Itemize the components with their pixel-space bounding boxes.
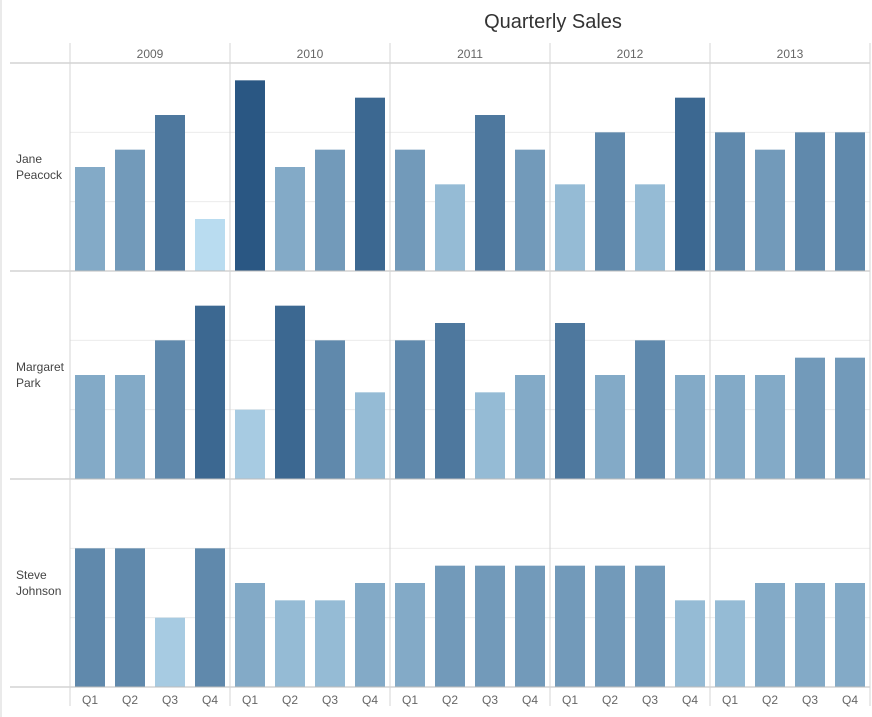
bar <box>675 600 705 687</box>
year-header: 2011 <box>457 47 483 61</box>
bar <box>355 583 385 687</box>
bar <box>115 149 145 271</box>
bar <box>555 565 585 687</box>
bar <box>235 409 265 479</box>
quarter-tick-label: Q4 <box>522 693 538 707</box>
bar <box>115 375 145 479</box>
bar <box>515 565 545 687</box>
quarter-tick-label: Q3 <box>322 693 338 707</box>
quarter-tick-label: Q2 <box>762 693 778 707</box>
bar <box>275 167 305 271</box>
bar <box>435 565 465 687</box>
bar <box>795 132 825 271</box>
bar <box>75 548 105 687</box>
quarter-tick-label: Q4 <box>842 693 858 707</box>
bar <box>635 184 665 271</box>
bar <box>675 375 705 479</box>
bar <box>715 132 745 271</box>
bar <box>755 375 785 479</box>
bar <box>635 565 665 687</box>
quarter-tick-label: Q2 <box>602 693 618 707</box>
bar <box>315 600 345 687</box>
bar <box>115 548 145 687</box>
row-label: Steve <box>16 568 47 582</box>
quarter-tick-label: Q4 <box>202 693 218 707</box>
quarter-tick-label: Q3 <box>482 693 498 707</box>
labels: 2009 2010 2011 2012 2013 Jane Peacock Margaret P… <box>16 47 858 707</box>
bar <box>355 97 385 272</box>
bar <box>395 583 425 687</box>
bar <box>475 565 505 687</box>
quarter-tick-label: Q3 <box>162 693 178 707</box>
bar <box>355 392 385 479</box>
bars <box>75 80 865 687</box>
row-label: Park <box>16 376 42 390</box>
row-label: Johnson <box>16 584 61 598</box>
bar <box>555 184 585 271</box>
bar <box>155 115 185 271</box>
bar <box>395 340 425 479</box>
bar <box>755 583 785 687</box>
bar <box>835 357 865 479</box>
bar <box>515 149 545 271</box>
bar <box>235 583 265 687</box>
quarter-tick-label: Q3 <box>802 693 818 707</box>
grid-lines <box>70 131 870 619</box>
bar <box>435 184 465 271</box>
bar <box>195 219 225 271</box>
bar <box>275 600 305 687</box>
bar <box>675 97 705 272</box>
bar <box>475 115 505 271</box>
bar <box>595 375 625 479</box>
row-label: Peacock <box>16 168 63 182</box>
quarter-tick-label: Q2 <box>442 693 458 707</box>
quarter-tick-label: Q2 <box>282 693 298 707</box>
bar <box>555 323 585 479</box>
bar <box>635 340 665 479</box>
bar <box>155 617 185 687</box>
quarter-tick-label: Q1 <box>722 693 738 707</box>
bar <box>275 305 305 479</box>
bar <box>795 357 825 479</box>
bar <box>715 375 745 479</box>
quarter-tick-label: Q2 <box>122 693 138 707</box>
bar <box>195 548 225 687</box>
bar <box>595 132 625 271</box>
bar <box>835 583 865 687</box>
row-label: Margaret <box>16 360 65 374</box>
bar <box>155 340 185 479</box>
bar <box>75 167 105 271</box>
chart-title: Quarterly Sales <box>484 11 622 33</box>
bar <box>755 149 785 271</box>
quarter-tick-label: Q4 <box>682 693 698 707</box>
quarter-tick-label: Q1 <box>562 693 578 707</box>
bar <box>515 375 545 479</box>
bar <box>475 392 505 479</box>
quarter-tick-label: Q4 <box>362 693 378 707</box>
year-header: 2009 <box>137 47 164 61</box>
year-header: 2010 <box>297 47 324 61</box>
bar <box>315 340 345 479</box>
bar <box>595 565 625 687</box>
quarter-tick-label: Q1 <box>242 693 258 707</box>
year-header: 2013 <box>777 47 804 61</box>
bar <box>315 149 345 271</box>
quarter-tick-label: Q1 <box>402 693 418 707</box>
bar <box>395 149 425 271</box>
row-label: Jane <box>16 152 42 166</box>
bar <box>715 600 745 687</box>
quarter-tick-label: Q1 <box>82 693 98 707</box>
bar <box>435 323 465 479</box>
bar <box>795 583 825 687</box>
bar <box>75 375 105 479</box>
bar <box>835 132 865 271</box>
quarter-tick-label: Q3 <box>642 693 658 707</box>
bar <box>195 305 225 479</box>
bar <box>235 80 265 271</box>
year-header: 2012 <box>617 47 644 61</box>
